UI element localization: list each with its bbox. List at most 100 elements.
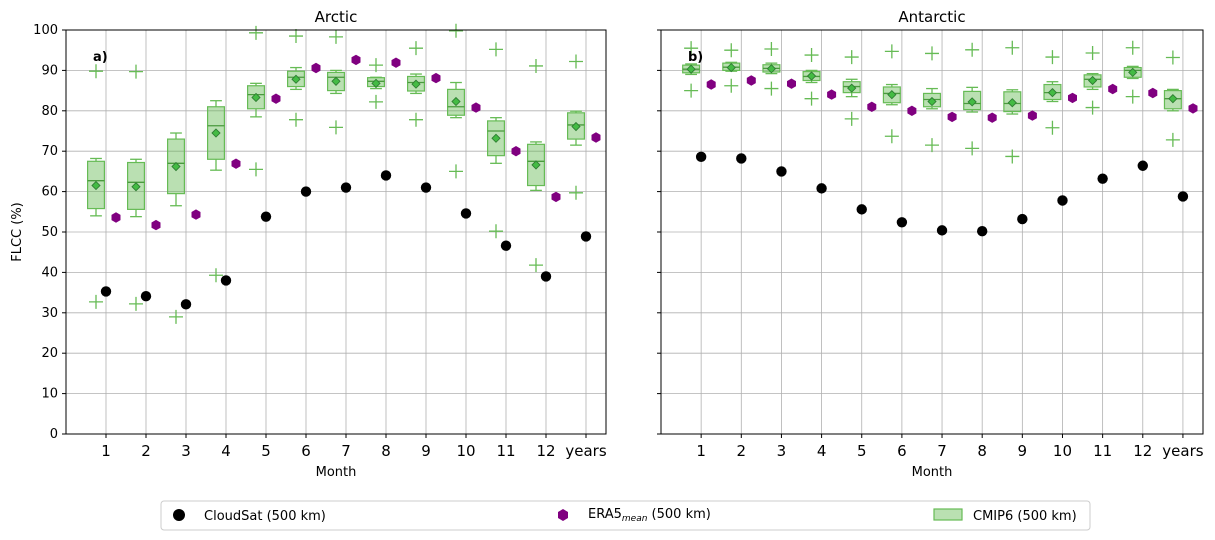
cmip6-mean-marker — [411, 79, 421, 89]
cmip6-outlier — [965, 42, 980, 57]
cmip6-mean-marker — [371, 78, 381, 88]
legend-era5-label: ERA5mean (500 km) — [588, 507, 711, 524]
cloudsat-point — [220, 275, 232, 286]
cmip6-outlier — [129, 296, 143, 311]
x-tick-label: 5 — [857, 442, 867, 460]
y-tick-label: 20 — [41, 346, 58, 361]
era5-point — [1188, 103, 1198, 114]
cmip6-mean-marker — [331, 76, 341, 86]
x-tick-label: 10 — [456, 442, 475, 460]
cmip6-outlier — [129, 64, 143, 79]
x-tick-label: 1 — [696, 442, 706, 460]
era5-point — [1068, 92, 1077, 104]
x-tick-label: 4 — [817, 442, 827, 460]
cmip6-outlier — [329, 120, 343, 135]
x-tick-label: 8 — [977, 442, 987, 460]
era5-point — [787, 78, 796, 89]
cloudsat-point — [1177, 191, 1189, 202]
cmip6-outlier — [1085, 46, 1100, 61]
x-tick-label: 8 — [381, 442, 391, 460]
x-tick-label: years — [1162, 442, 1203, 460]
era5-point — [907, 105, 917, 116]
cmip6-outlier — [884, 44, 899, 59]
cmip6-mean-marker — [1007, 98, 1017, 108]
cmip6-mean-marker — [131, 182, 141, 192]
era5-point — [1027, 110, 1037, 121]
cmip6-mean-marker — [91, 180, 101, 191]
cloudsat-point — [180, 299, 192, 310]
panel-title: Antarctic — [898, 8, 965, 26]
x-tick-label: 1 — [101, 442, 111, 460]
panel-label: b) — [688, 50, 703, 65]
cmip6-outlier — [369, 58, 383, 73]
cloudsat-point — [1017, 213, 1028, 225]
cmip6-outlier — [1005, 149, 1020, 164]
cmip6-outlier — [289, 29, 303, 44]
x-tick-label: 7 — [937, 442, 947, 460]
cmip6-outlier — [1125, 89, 1140, 104]
y-tick-label: 70 — [41, 144, 58, 159]
era5-point — [351, 54, 361, 66]
cmip6-outlier — [1085, 100, 1100, 115]
cmip6-outlier — [409, 112, 423, 127]
cmip6-outlier — [89, 294, 103, 309]
cmip6-mean-marker — [726, 62, 736, 73]
cmip6-mean-marker — [967, 97, 977, 107]
cmip6-outlier — [449, 164, 463, 179]
legend-cmip6-label: CMIP6 (500 km) — [973, 509, 1077, 524]
y-tick-label: 0 — [50, 427, 58, 442]
cmip6-outlier — [489, 42, 503, 57]
cmip6-mean-marker — [251, 92, 261, 103]
cloudsat-point — [1097, 173, 1108, 184]
x-axis-label: Month — [316, 465, 357, 480]
cmip6-outlier — [1045, 120, 1060, 135]
cmip6-outlier — [529, 258, 543, 273]
legend-cmip6-marker — [933, 508, 963, 521]
panel-title: Arctic — [315, 8, 358, 26]
era5-point — [271, 93, 281, 104]
x-tick-label: 11 — [496, 442, 515, 460]
era5-point — [591, 132, 601, 143]
cmip6-outlier — [764, 41, 779, 56]
legend: CloudSat (500 km) ERA5mean (500 km) CMIP… — [160, 500, 1091, 531]
era5-point — [746, 75, 756, 86]
cmip6-outlier — [1005, 40, 1020, 55]
era5-point — [1108, 83, 1118, 95]
era5-point — [987, 112, 997, 123]
cloudsat-point — [896, 217, 908, 228]
cmip6-outlier — [489, 224, 503, 239]
x-tick-label: 12 — [536, 442, 555, 460]
x-tick-label: 3 — [777, 442, 787, 460]
cloudsat-point — [776, 166, 787, 177]
x-tick-label: 9 — [421, 442, 431, 460]
cmip6-outlier — [844, 50, 859, 65]
cloudsat-point — [420, 182, 432, 193]
cmip6-outlier — [844, 111, 859, 126]
cmip6-outlier — [764, 81, 779, 96]
cloudsat-point — [340, 182, 352, 193]
y-tick-label: 10 — [41, 387, 58, 402]
cmip6-mean-marker — [766, 64, 777, 74]
y-tick-label: 50 — [41, 225, 58, 240]
era5-point — [311, 62, 321, 74]
era5-point — [431, 72, 441, 84]
cloudsat-point — [695, 151, 707, 163]
x-tick-label: 12 — [1133, 442, 1152, 460]
legend-era5-marker — [558, 509, 568, 521]
cmip6-outlier — [209, 268, 223, 283]
x-tick-label: 7 — [341, 442, 351, 460]
cmip6-mean-marker — [291, 74, 301, 84]
cmip6-outlier — [449, 23, 463, 38]
x-axis-label: Month — [912, 465, 953, 480]
cmip6-mean-marker — [1087, 75, 1098, 86]
era5-point — [947, 111, 957, 123]
cmip6-mean-marker — [927, 96, 937, 107]
era5-point — [511, 146, 521, 157]
cmip6-outlier — [1165, 132, 1180, 147]
cmip6-outlier — [684, 41, 699, 56]
legend-cloudsat-label: CloudSat (500 km) — [204, 509, 326, 524]
cmip6-outlier — [684, 83, 699, 98]
